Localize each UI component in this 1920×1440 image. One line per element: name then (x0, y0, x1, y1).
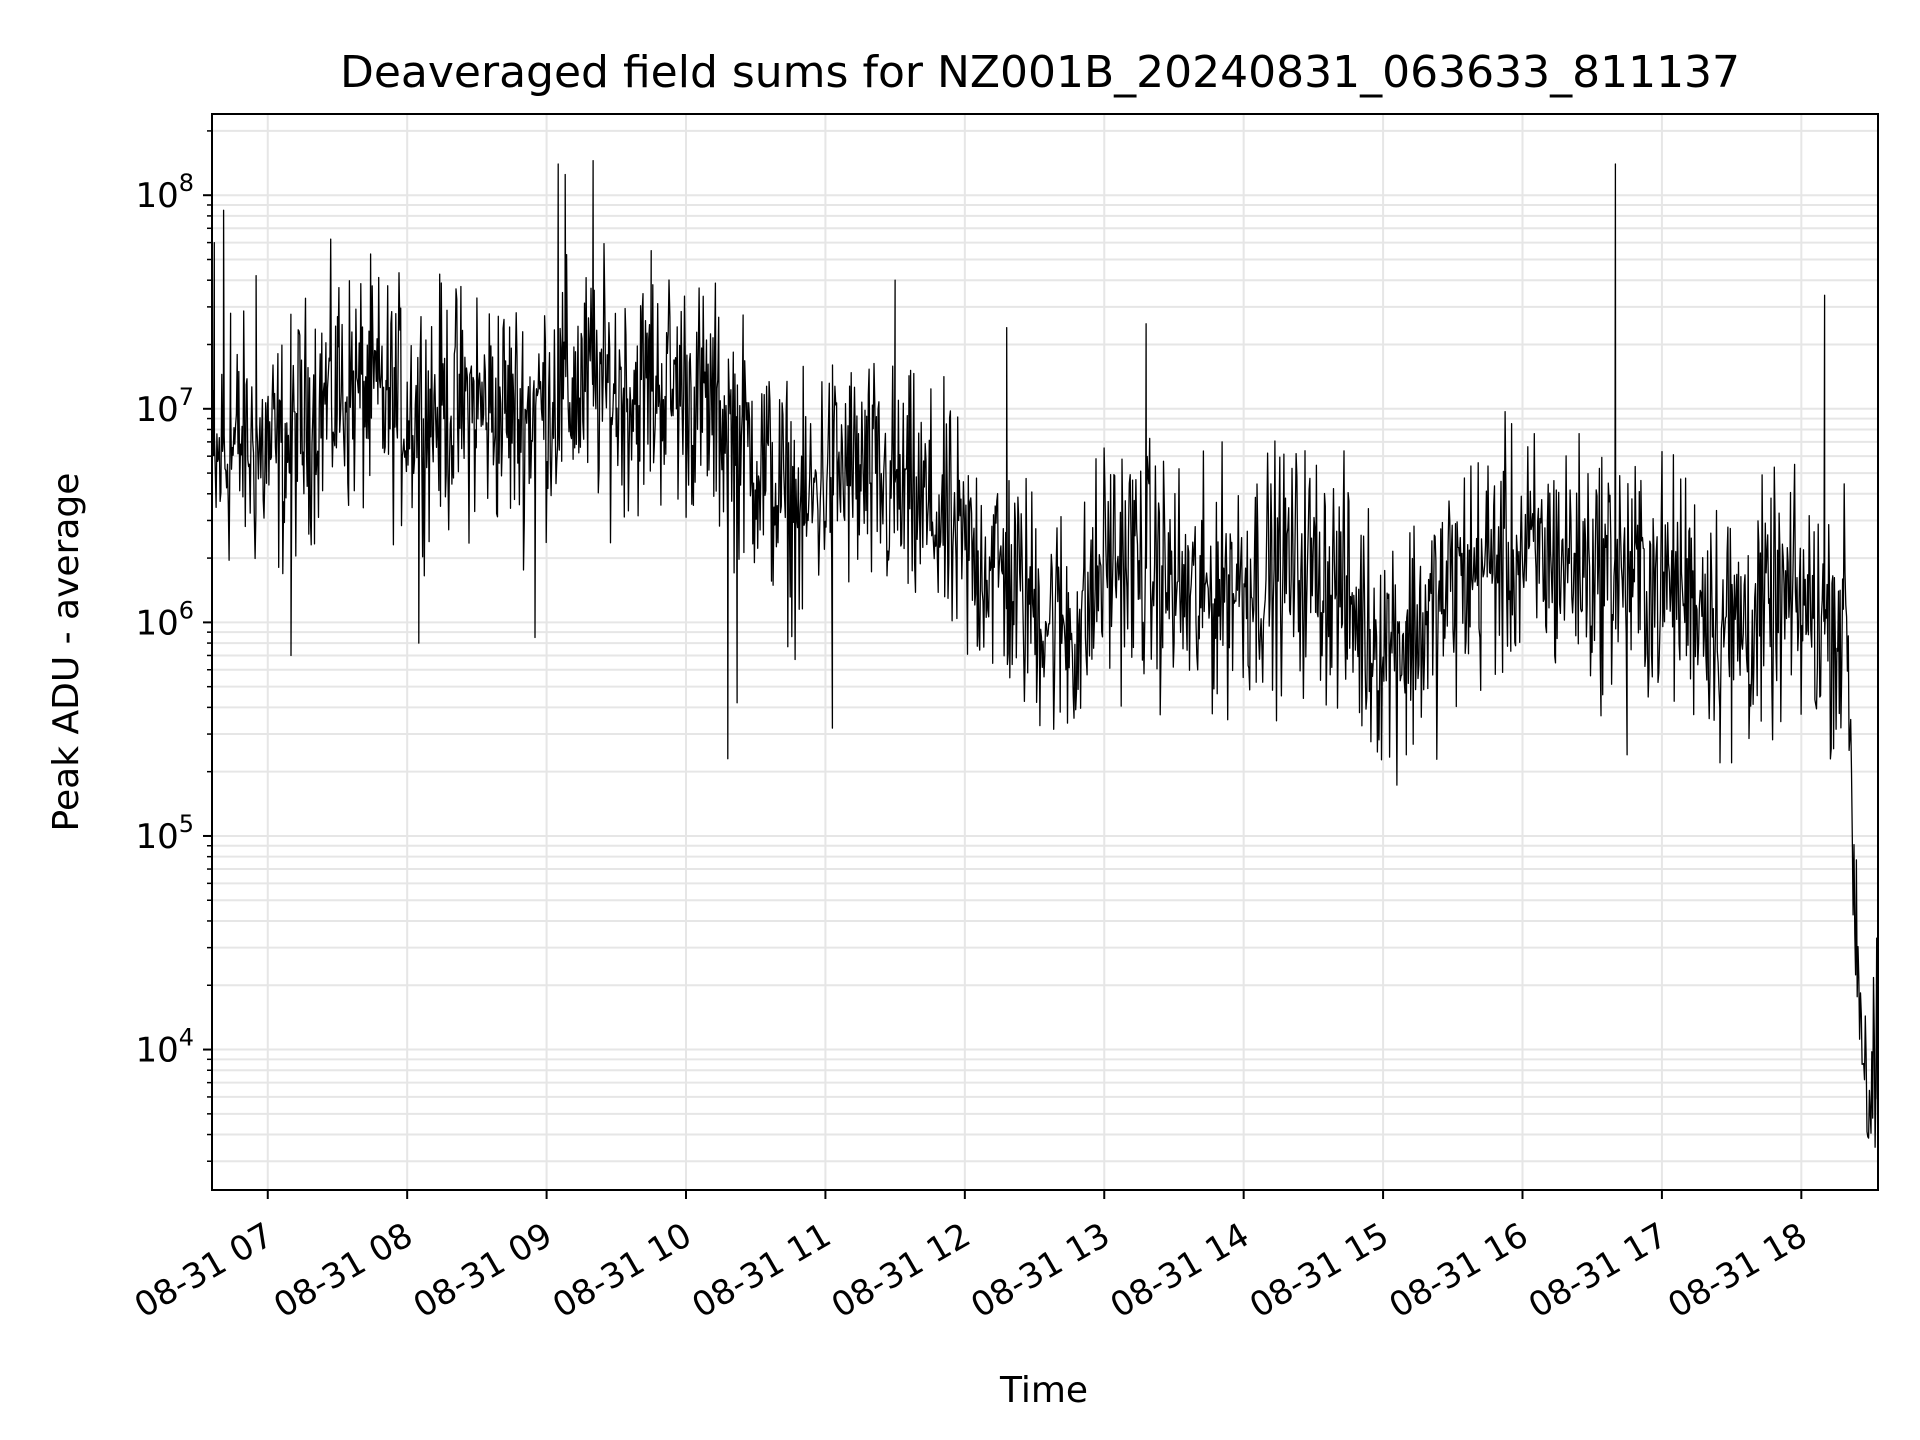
series-line (211, 160, 1879, 1148)
y-axis-label: Peak ADU - average (46, 473, 87, 832)
y-tick-label: 108 (135, 169, 194, 216)
y-tick-label: 106 (135, 596, 194, 643)
y-axis-ticks: 104 105 106 107 108 (135, 130, 212, 1162)
y-tick-label: 105 (135, 810, 194, 857)
x-axis-label: Time (999, 1370, 1088, 1411)
data-series (211, 160, 1879, 1148)
y-tick-label: 104 (135, 1024, 194, 1071)
chart-title: Deaveraged field sums for NZ001B_2024083… (340, 47, 1740, 98)
plot-frame (211, 113, 1879, 1191)
y-tick-label: 107 (135, 383, 194, 430)
